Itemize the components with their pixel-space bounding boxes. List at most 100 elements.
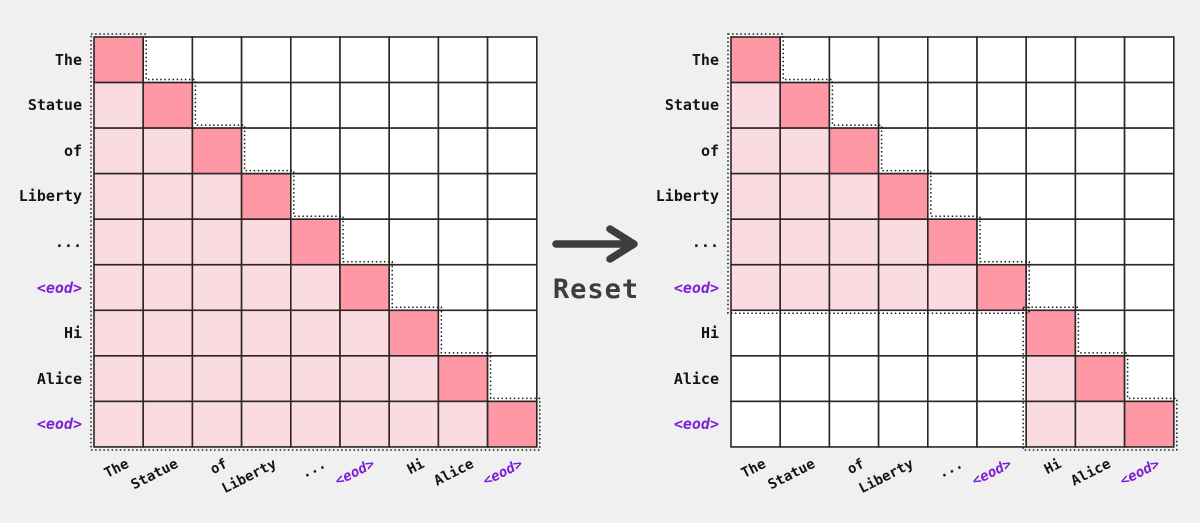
- mask-cell: [730, 36, 782, 84]
- mask-cell: [828, 36, 880, 84]
- row-labels: The Statue of Liberty... <eod> Hi Alice <eod>: [656, 32, 719, 523]
- mask-cell: [486, 400, 538, 448]
- col-label-eod: <eod>: [480, 455, 526, 490]
- mask-cell: [926, 218, 978, 266]
- mask-cell: [142, 309, 194, 357]
- mask-cell: [339, 127, 390, 175]
- mask-cell: [1074, 263, 1126, 312]
- mask-cell: [1123, 263, 1175, 312]
- mask-cell: [93, 36, 145, 84]
- col-label-liberty: Liberty: [856, 455, 917, 497]
- mask-cell: [976, 81, 1027, 129]
- col-label-: ...: [935, 455, 966, 482]
- mask-cell: [437, 355, 489, 403]
- mask-cell: [877, 172, 929, 220]
- col-label-hi: Hi: [1041, 455, 1065, 478]
- row-label-alice: Alice: [36, 369, 82, 388]
- mask-cell: [486, 81, 538, 129]
- mask-cell: [877, 263, 929, 312]
- col-label-statue: Statue: [128, 455, 182, 494]
- mask-cell: [240, 81, 292, 129]
- mask-cell: [730, 172, 782, 220]
- mask-cell: [388, 263, 440, 312]
- row-label-of: of: [700, 141, 719, 160]
- mask-cell: [486, 309, 538, 357]
- mask-cell: [240, 355, 292, 403]
- causal-block-outline: [1022, 306, 1178, 451]
- row-label-liberty: Liberty: [655, 187, 719, 206]
- mask-cell: [926, 127, 978, 175]
- mask-cell: [828, 309, 880, 357]
- mask-cell: [976, 36, 1027, 84]
- mask-cell: [437, 263, 489, 312]
- mask-cell: [926, 355, 978, 403]
- mask-cell: [289, 81, 341, 129]
- mask-cell: [877, 355, 929, 403]
- mask-cell: [779, 263, 831, 312]
- mask-cell: [191, 263, 243, 312]
- mask-cell: [240, 36, 292, 84]
- mask-cell: [191, 127, 243, 175]
- col-label-eod: <eod>: [970, 455, 1015, 490]
- mask-cell: [1074, 218, 1126, 266]
- mask-cell: [191, 309, 243, 357]
- mask-cell: [877, 309, 929, 357]
- mask-cell: [289, 263, 341, 312]
- mask-cell: [976, 218, 1027, 266]
- mask-cell: [926, 309, 978, 357]
- mask-cell: [93, 263, 145, 312]
- mask-cell: [976, 309, 1027, 357]
- row-label-of: of: [63, 141, 82, 160]
- mask-cell: [1074, 127, 1126, 175]
- col-label-: ...: [298, 455, 329, 482]
- mask-cell: [1025, 355, 1077, 403]
- col-label-the: The: [102, 455, 132, 482]
- mask-cell: [339, 36, 390, 84]
- mask-cell: [828, 355, 880, 403]
- mask-cell: [779, 309, 831, 357]
- mask-cell: [191, 218, 243, 266]
- mask-cell: [486, 36, 538, 84]
- mask-cell: [289, 172, 341, 220]
- row-label-alice: Alice: [673, 369, 719, 388]
- mask-cell: [926, 172, 978, 220]
- mask-cell: [388, 218, 440, 266]
- mask-cell: [339, 309, 390, 357]
- mask-cell: [388, 355, 440, 403]
- mask-cell: [828, 263, 880, 312]
- mask-cell: [142, 172, 194, 220]
- mask-cell: [730, 263, 782, 312]
- mask-cell: [240, 309, 292, 357]
- mask-grid: [90, 33, 541, 451]
- mask-cell: [1025, 263, 1077, 312]
- mask-cell: [1123, 36, 1175, 84]
- mask-cell: [191, 355, 243, 403]
- col-label-of: of: [207, 455, 231, 478]
- mask-cell: [437, 172, 489, 220]
- row-labels: The Statue of Liberty... <eod> Hi Alice <eod>: [19, 32, 82, 523]
- col-label-the: The: [739, 455, 769, 482]
- mask-cell: [289, 355, 341, 403]
- mask-cell: [486, 127, 538, 175]
- mask-cell: [779, 81, 831, 129]
- mask-cell: [142, 355, 194, 403]
- mask-cell: [388, 172, 440, 220]
- row-label-hi: Hi: [700, 324, 719, 343]
- row-label-eod: <eod>: [673, 415, 719, 434]
- mask-cell: [142, 400, 194, 448]
- mask-cell: [976, 127, 1027, 175]
- row-label-eod: <eod>: [36, 415, 82, 434]
- mask-cell: [388, 81, 440, 129]
- attention-mask-before-reset: The Statue of Liberty... <eod> Hi Alice <eod> T…: [19, 32, 560, 523]
- mask-cell: [730, 218, 782, 266]
- row-label-statue: Statue: [27, 96, 82, 115]
- mask-cell: [240, 172, 292, 220]
- mask-cell: [976, 355, 1027, 403]
- row-label-statue: Statue: [664, 96, 719, 115]
- mask-cell: [437, 218, 489, 266]
- mask-cell: [93, 309, 145, 357]
- mask-cell: [93, 400, 145, 448]
- mask-cell: [191, 400, 243, 448]
- mask-cell: [93, 127, 145, 175]
- mask-cell: [142, 81, 194, 129]
